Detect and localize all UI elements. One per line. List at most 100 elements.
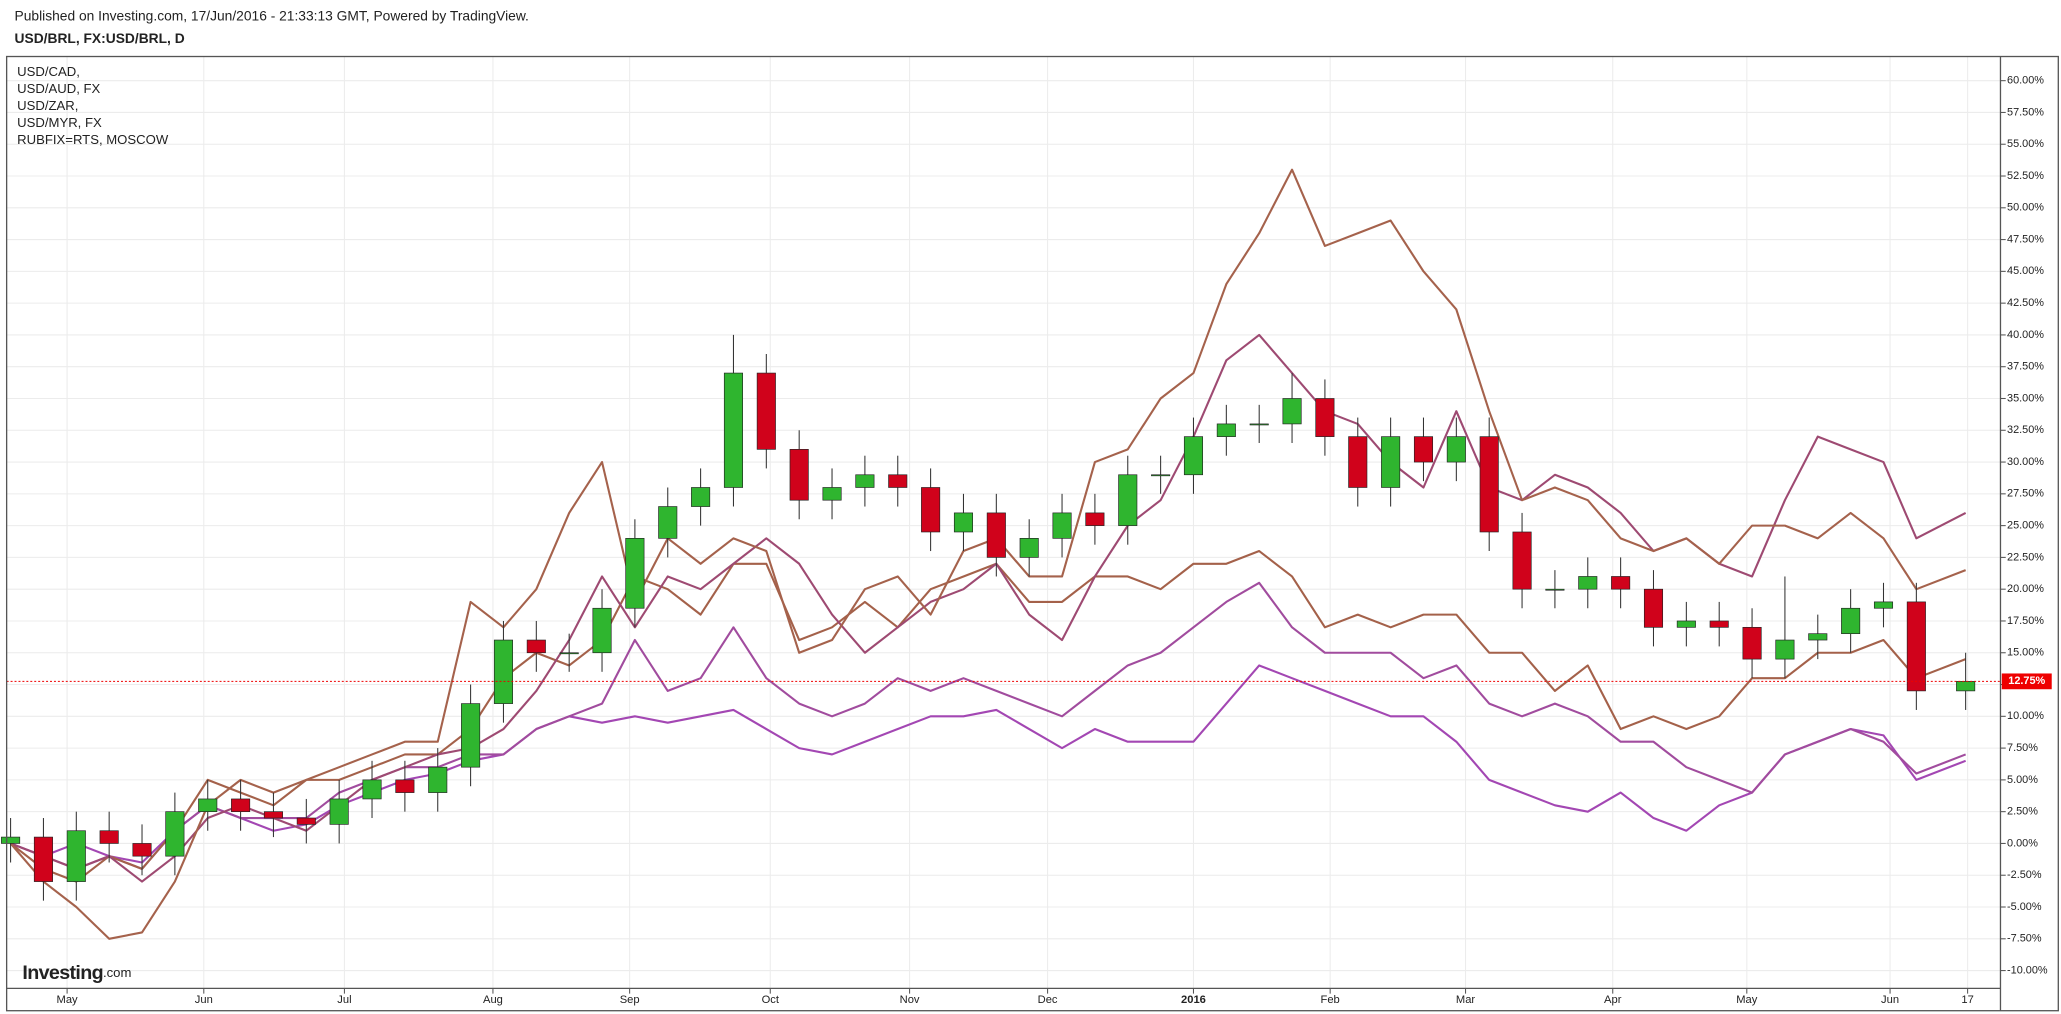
- legend-entry: USD/AUD, FX: [17, 81, 100, 96]
- candle-body: [1906, 601, 1926, 692]
- y-tick-label: 55.00%: [2007, 138, 2044, 150]
- candle-body: [1479, 436, 1499, 533]
- candle-body: [1216, 423, 1236, 437]
- last-value-badge: [2001, 673, 2052, 690]
- candle-body: [132, 843, 152, 857]
- candle-body: [1282, 398, 1302, 425]
- candle-body: [691, 487, 711, 507]
- candle-body: [461, 703, 481, 768]
- legend-entry: RUBFIX=RTS, MOSCOW: [17, 132, 169, 147]
- candle-body: [1742, 626, 1762, 660]
- candle-body: [493, 639, 513, 704]
- candle-body: [428, 766, 448, 793]
- candle-body: [1873, 601, 1894, 609]
- candle-body: [658, 506, 678, 539]
- y-tick-label: 37.50%: [2007, 361, 2044, 373]
- y-tick-label: 57.50%: [2007, 106, 2044, 118]
- x-tick-label: Aug: [483, 994, 503, 1006]
- x-tick-label: Dec: [1038, 994, 1058, 1006]
- candle-body: [198, 798, 218, 812]
- y-tick-label: -2.50%: [2007, 869, 2042, 881]
- candle-body: [822, 487, 842, 501]
- x-tick-label: Nov: [900, 994, 920, 1006]
- candle-body: [1151, 474, 1171, 477]
- candle-body: [1446, 436, 1466, 463]
- x-tick-label: 17: [1961, 994, 1973, 1006]
- y-tick-label: 7.50%: [2007, 742, 2038, 754]
- candle-body: [1545, 588, 1565, 591]
- x-tick-label: Mar: [1456, 994, 1475, 1006]
- candle-body: [263, 811, 283, 819]
- comparison-line: [10, 581, 1967, 870]
- candle-body: [329, 798, 349, 825]
- candle-body: [1841, 607, 1861, 635]
- y-tick-label: 15.00%: [2007, 647, 2044, 659]
- x-tick-label: Feb: [1321, 994, 1340, 1006]
- candle-body: [1052, 512, 1072, 539]
- candle-body: [723, 372, 743, 488]
- candle-body: [1019, 538, 1039, 558]
- candle-body: [1085, 512, 1105, 526]
- candle-body: [1381, 436, 1401, 488]
- y-tick-label: 35.00%: [2007, 392, 2044, 404]
- candle-body: [1611, 576, 1631, 590]
- candle-body: [953, 512, 973, 533]
- published-note: Published on Investing.com, 17/Jun/2016 …: [15, 9, 529, 24]
- frame: [5, 55, 2059, 1012]
- candle-body: [1775, 639, 1795, 660]
- last-value-label: 12.75%: [2008, 675, 2045, 687]
- y-tick-label: 2.50%: [2007, 806, 2038, 818]
- candle-body: [395, 779, 415, 793]
- candle-body: [625, 538, 645, 609]
- candle-body: [888, 474, 908, 488]
- candle-body: [592, 607, 612, 654]
- logo: Investing.com: [22, 962, 131, 984]
- y-tick-label: 22.50%: [2007, 551, 2044, 563]
- legend-entry: USD/CAD,: [17, 64, 80, 79]
- chart-title: USD/BRL, FX:USD/BRL, D: [15, 31, 185, 46]
- candle-body: [559, 652, 579, 655]
- y-tick-label: 10.00%: [2007, 710, 2044, 722]
- candle-body: [1413, 436, 1434, 463]
- candle-body: [1709, 620, 1729, 628]
- axes: -10.00% -7.50% -5.00% -2.50% 0.00% 2.50% 5.00%…: [57, 75, 2052, 1006]
- candle-body: [33, 836, 53, 882]
- logo-brand: Investing: [22, 962, 103, 984]
- y-tick-label: -10.00%: [2007, 964, 2048, 976]
- x-tick-label: 2016: [1181, 994, 1206, 1006]
- comparison-line: [9, 549, 1967, 883]
- x-tick-label: Apr: [1604, 994, 1622, 1006]
- candle-body: [1676, 620, 1696, 628]
- candle-body: [1956, 681, 1976, 692]
- x-tick-label: Oct: [762, 994, 780, 1006]
- comparison-line: [9, 168, 1967, 940]
- candle-body: [789, 449, 809, 501]
- x-tick-label: Jul: [337, 994, 351, 1006]
- candle-body: [1578, 576, 1598, 590]
- y-tick-label: 47.50%: [2007, 233, 2044, 245]
- candle-body: [99, 830, 119, 844]
- candle-body: [1643, 588, 1664, 628]
- x-tick-label: Jun: [195, 994, 213, 1006]
- logo-suffix: .com: [103, 965, 132, 980]
- y-tick-label: 27.50%: [2007, 488, 2044, 500]
- x-tick-label: May: [1736, 994, 1757, 1006]
- y-tick-label: -7.50%: [2007, 933, 2042, 945]
- plot: USD/CAD, USD/AUD, FX USD/ZAR, USD/MYR, FX RU…: [1, 64, 2001, 940]
- x-tick-label: Jun: [1881, 994, 1899, 1006]
- candle-body: [921, 487, 941, 533]
- y-tick-label: 42.50%: [2007, 297, 2044, 309]
- candle-body: [855, 474, 875, 488]
- x-tick-label: Sep: [620, 994, 640, 1006]
- y-tick-label: 5.00%: [2007, 774, 2038, 786]
- candle-body: [231, 798, 251, 812]
- candle-body: [1, 836, 21, 844]
- candle-body: [1315, 398, 1335, 437]
- candle-body: [1512, 531, 1532, 590]
- candle-body: [1808, 633, 1828, 641]
- candle-body: [526, 639, 546, 654]
- candle-body: [66, 830, 86, 882]
- candle-body: [986, 512, 1006, 558]
- candle-body: [296, 817, 316, 825]
